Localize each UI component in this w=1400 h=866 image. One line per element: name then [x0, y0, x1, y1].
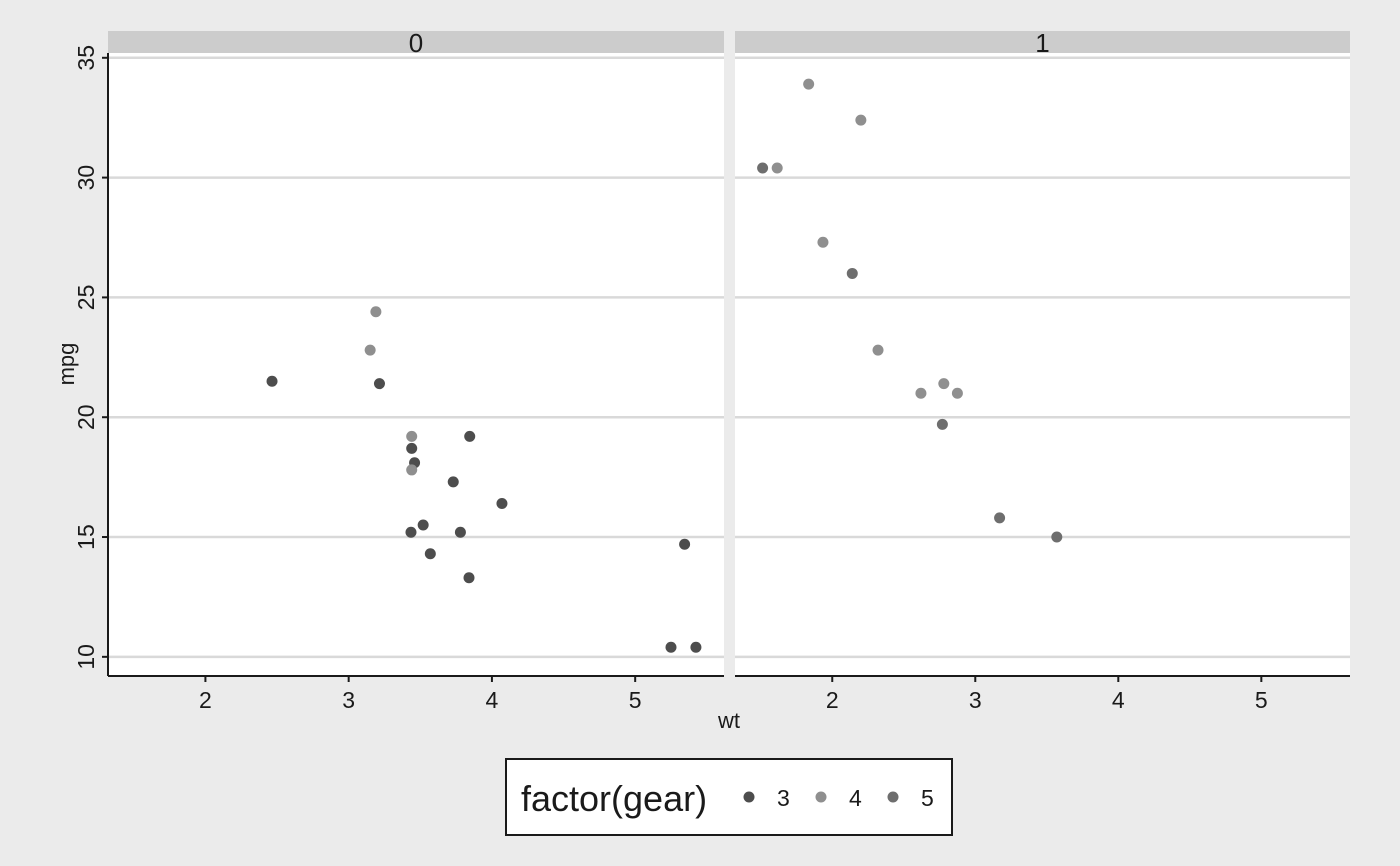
x-tick-label: 5	[629, 687, 642, 713]
legend-item-label: 3	[777, 785, 790, 811]
y-tick-label: 20	[73, 404, 99, 430]
y-tick-label: 15	[73, 524, 99, 550]
data-point	[936, 418, 948, 430]
data-point	[454, 526, 466, 538]
legend-key-point	[815, 791, 827, 803]
data-point	[803, 78, 815, 90]
legend-box	[505, 758, 953, 836]
data-point	[406, 430, 418, 442]
data-point	[817, 236, 829, 248]
data-point	[370, 306, 382, 318]
facet-strip	[108, 31, 724, 53]
x-tick-label: 2	[826, 687, 839, 713]
data-point	[463, 572, 475, 584]
panel-background	[735, 53, 1350, 676]
data-point	[364, 344, 376, 356]
data-point	[872, 344, 884, 356]
legend-key-point	[743, 791, 755, 803]
data-point	[951, 387, 963, 399]
legend-key-point	[887, 791, 899, 803]
data-point	[938, 378, 950, 390]
legend: factor(gear) 3 4 5	[505, 758, 953, 836]
data-point	[417, 519, 429, 531]
x-axis-title: wt	[717, 708, 740, 733]
data-point	[447, 476, 459, 488]
y-tick-label: 10	[73, 644, 99, 670]
x-tick-label: 3	[969, 687, 982, 713]
points-layer	[266, 78, 1063, 653]
data-point	[915, 387, 927, 399]
data-point	[1051, 531, 1063, 543]
facet-strip-label: 1	[1035, 28, 1049, 58]
data-point	[373, 378, 385, 390]
y-tick-label: 25	[73, 285, 99, 311]
data-point	[406, 464, 418, 476]
x-tick-label: 4	[1112, 687, 1125, 713]
x-tick-label: 2	[199, 687, 212, 713]
y-tick-label: 35	[73, 45, 99, 71]
legend-items: 3 4 5	[743, 785, 934, 811]
x-tick-label: 5	[1255, 687, 1268, 713]
panel-background	[108, 53, 724, 676]
data-point	[994, 512, 1006, 524]
data-point	[757, 162, 769, 174]
y-axis-title: mpg	[54, 343, 79, 386]
y-tick-label: 30	[73, 165, 99, 191]
data-point	[405, 526, 417, 538]
legend-title: factor(gear)	[521, 778, 707, 819]
facet-strip	[735, 31, 1350, 53]
data-point	[406, 442, 418, 454]
facet-strip-label: 0	[409, 28, 423, 58]
legend-item-label: 4	[849, 785, 862, 811]
data-point	[496, 497, 508, 509]
x-tick-label: 3	[342, 687, 355, 713]
data-point	[679, 538, 691, 550]
data-point	[424, 548, 436, 560]
x-tick-label: 4	[486, 687, 499, 713]
data-point	[665, 641, 677, 653]
data-point	[464, 430, 476, 442]
axes-layer: 2 3 4 5 2 3 4 5 10 15 20 25 30 35	[73, 45, 1350, 713]
legend-item-label: 5	[921, 785, 934, 811]
data-point	[855, 114, 867, 126]
data-point	[846, 267, 858, 279]
data-point	[690, 641, 702, 653]
data-point	[266, 375, 278, 387]
data-point	[771, 162, 783, 174]
